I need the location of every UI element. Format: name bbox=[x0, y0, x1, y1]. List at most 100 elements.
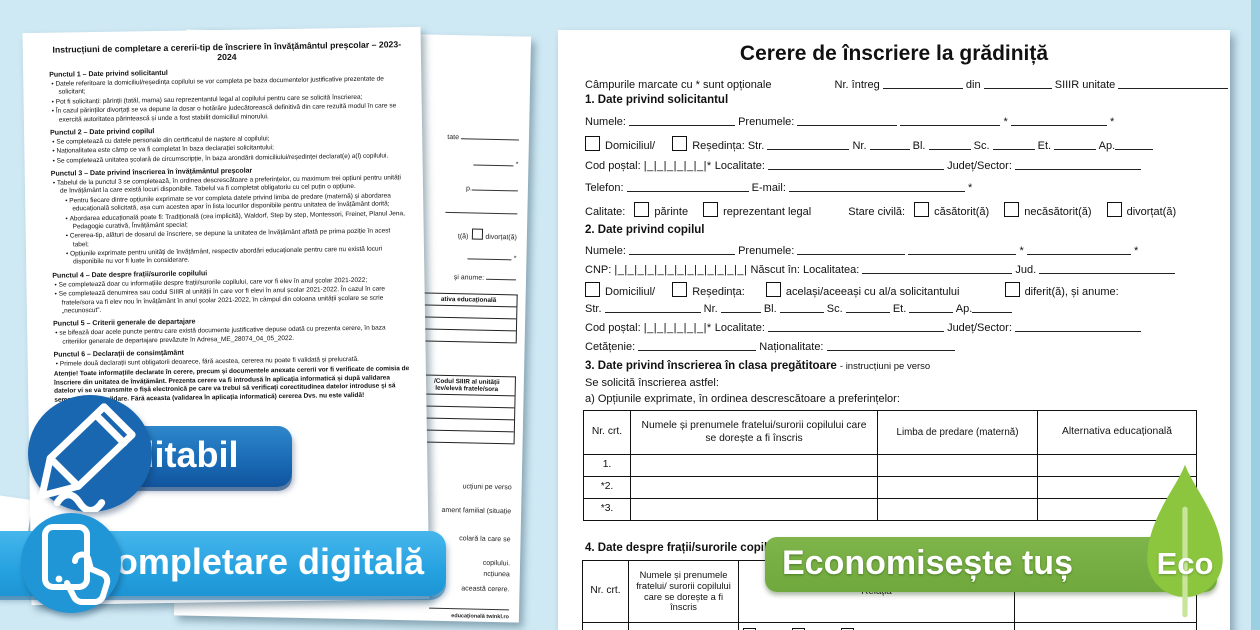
applicant-firstname3-input[interactable] bbox=[1010, 114, 1107, 126]
birth-county-input[interactable] bbox=[1039, 262, 1176, 274]
applicant-firstname-input[interactable] bbox=[797, 114, 898, 126]
child-et-input[interactable] bbox=[909, 301, 954, 313]
bp-fragment: ucțiuni pe verso bbox=[462, 483, 512, 492]
table-row: 1. bbox=[583, 454, 1197, 477]
sibling-1-school-cell[interactable] bbox=[1014, 622, 1197, 630]
sibling-1-geaman-checkbox[interactable] bbox=[841, 627, 855, 630]
bp-table-sliver-a: ativa educațională bbox=[418, 292, 518, 344]
tablet-tap-icon bbox=[42, 524, 111, 605]
child-nr-input[interactable] bbox=[720, 301, 761, 313]
optional-note: Câmpurile marcate cu * sunt opționale bbox=[585, 79, 772, 91]
child-county-input[interactable] bbox=[1014, 320, 1141, 332]
birth-locality-input[interactable] bbox=[862, 262, 1013, 274]
eco-badge: Economisește tuș bbox=[765, 537, 1217, 592]
bp-fragment: ncțiunea bbox=[483, 570, 510, 579]
option-2-name-cell[interactable] bbox=[630, 476, 878, 499]
table-row: *3. bbox=[583, 498, 1197, 521]
section-1-heading: 1. Date privind solicitantul bbox=[585, 94, 729, 106]
eco-leaf-label: Eco bbox=[1156, 546, 1214, 581]
cnp-boxes[interactable]: |_|_|_|_|_|_|_|_|_|_|_|_|_| bbox=[614, 264, 748, 276]
sibling-1-sora-checkbox[interactable] bbox=[792, 627, 806, 630]
nationality-input[interactable] bbox=[826, 339, 955, 351]
option-3-name-cell[interactable] bbox=[630, 498, 878, 521]
pencil-icon bbox=[38, 403, 136, 512]
bp-fragment: ț(ă) bbox=[457, 233, 469, 241]
checkbox[interactable] bbox=[472, 228, 484, 240]
domiciliu-checkbox[interactable] bbox=[585, 136, 600, 151]
child-firstname3-input[interactable] bbox=[1026, 243, 1131, 255]
sibling-1-frate-checkbox[interactable] bbox=[743, 627, 756, 630]
email-input[interactable] bbox=[788, 180, 965, 192]
divorced-checkbox[interactable] bbox=[1106, 202, 1122, 217]
child-lastname-input[interactable] bbox=[629, 243, 736, 255]
instructions-section-2: Punctul 2 – Date privind copilul Se comp… bbox=[50, 124, 407, 166]
citizenship-input[interactable] bbox=[638, 339, 757, 351]
child-ap-input[interactable] bbox=[972, 301, 1013, 313]
bp-fragment: ament familial (situație bbox=[441, 506, 512, 516]
legal-rep-checkbox[interactable] bbox=[703, 202, 719, 217]
bp-watermark: educațională twinkl.ro bbox=[451, 613, 509, 621]
postal-boxes[interactable]: |_|_|_|_|_|_|* bbox=[643, 160, 712, 172]
leaf-icon bbox=[1147, 464, 1223, 618]
child-locality-input[interactable] bbox=[768, 320, 944, 332]
county-input[interactable] bbox=[1014, 158, 1141, 170]
nr-input[interactable] bbox=[869, 138, 910, 150]
bp-fragment: divorțat(ă) bbox=[485, 233, 517, 242]
locality-input[interactable] bbox=[768, 158, 944, 170]
right-edge-strip bbox=[1251, 0, 1260, 630]
eco-badge-label: Economisește tuș bbox=[782, 544, 1073, 582]
child-postal-boxes[interactable]: |_|_|_|_|_|_|* bbox=[643, 322, 712, 334]
s3-line1: Se solicită înscrierea astfel: bbox=[585, 377, 719, 389]
siiir-input[interactable] bbox=[1118, 77, 1229, 89]
bp-fragment: tate bbox=[447, 133, 460, 142]
instructions-section-3: Punctul 3 – Date privind înscrierea în î… bbox=[51, 165, 408, 267]
reg-number-label: Nr. întreg bbox=[834, 79, 880, 91]
form-title: Cerere de înscriere la grădiniță bbox=[739, 42, 1049, 65]
option-1-name-cell[interactable] bbox=[630, 454, 878, 477]
resedinta-checkbox[interactable] bbox=[672, 136, 688, 151]
child-bl-input[interactable] bbox=[779, 301, 824, 313]
option-3-lang-cell[interactable] bbox=[877, 498, 1038, 521]
applicant-lastname-input[interactable] bbox=[629, 114, 736, 126]
et-input[interactable] bbox=[1054, 138, 1097, 150]
completare-badge-circle bbox=[21, 513, 121, 613]
section-3-heading: 3. Date privind înscrierea în clasa preg… bbox=[585, 360, 837, 372]
reg-number-input[interactable] bbox=[882, 77, 963, 89]
child-firstname2-input[interactable] bbox=[908, 243, 1017, 255]
child-sc-input[interactable] bbox=[845, 301, 890, 313]
editabil-badge-circle bbox=[28, 395, 152, 512]
street-input[interactable] bbox=[767, 138, 850, 150]
applicant-firstname2-input[interactable] bbox=[900, 114, 1001, 126]
different-address-checkbox[interactable] bbox=[1004, 282, 1020, 297]
section-3-note: - instrucțiuni pe verso bbox=[839, 361, 931, 372]
unmarried-checkbox[interactable] bbox=[1004, 202, 1020, 217]
ap-input[interactable] bbox=[1115, 138, 1154, 150]
child-street-input[interactable] bbox=[604, 301, 701, 313]
table-row: C1. frate soră geamăn(ă) bbox=[582, 622, 1197, 630]
instructions-section-5: Punctul 5 – Criterii generale de departa… bbox=[53, 315, 409, 346]
sibling-1-name-cell[interactable] bbox=[628, 622, 739, 630]
section-4-heading: 4. Date despre frații/surorile copilului bbox=[585, 542, 788, 554]
married-checkbox[interactable] bbox=[914, 202, 930, 217]
child-firstname-input[interactable] bbox=[797, 243, 906, 255]
section-2-heading: 2. Date privind copilul bbox=[585, 224, 705, 236]
bp-fragment: această cerere. bbox=[461, 585, 510, 594]
siiir-label: SIIIR unitate bbox=[1054, 79, 1116, 91]
sc-input[interactable] bbox=[992, 138, 1035, 150]
reg-date-input[interactable] bbox=[983, 77, 1052, 89]
bl-input[interactable] bbox=[928, 138, 971, 150]
option-1-lang-cell[interactable] bbox=[877, 454, 1038, 477]
completare-badge-label: Completare digitală bbox=[89, 541, 424, 582]
instructions-section-4: Punctul 4 – Date despre frații/surorile … bbox=[52, 267, 409, 316]
option-2-lang-cell[interactable] bbox=[877, 476, 1038, 499]
s3-line2: a) Opțiunile exprimate, în ordinea descr… bbox=[585, 393, 900, 405]
child-domiciliu-checkbox[interactable] bbox=[585, 282, 600, 297]
options-table: Nr. crt. Numele și prenumele fratelui/su… bbox=[583, 410, 1197, 521]
bp-fragment: copilului. bbox=[482, 559, 511, 568]
bp-fragment: și anume: bbox=[453, 274, 485, 282]
parent-checkbox[interactable] bbox=[634, 202, 650, 217]
phone-input[interactable] bbox=[626, 180, 749, 192]
same-address-checkbox[interactable] bbox=[765, 282, 781, 297]
child-resedinta-checkbox[interactable] bbox=[672, 282, 688, 297]
